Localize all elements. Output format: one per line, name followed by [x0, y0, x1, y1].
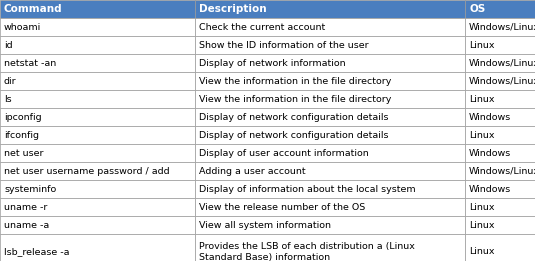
Text: Command: Command — [4, 4, 63, 14]
Bar — [465, 18, 535, 36]
Bar — [195, 54, 465, 72]
Text: View the information in the file directory: View the information in the file directo… — [199, 76, 392, 86]
Bar — [195, 144, 465, 162]
Bar — [465, 108, 535, 126]
Text: Display of network information: Display of network information — [199, 58, 346, 68]
Bar — [465, 54, 535, 72]
Bar — [465, 90, 535, 108]
Text: Provides the LSB of each distribution a (Linux
Standard Base) information: Provides the LSB of each distribution a … — [199, 242, 415, 261]
Bar — [465, 234, 535, 261]
Text: dir: dir — [4, 76, 17, 86]
Text: Windows/Linux: Windows/Linux — [469, 58, 535, 68]
Bar — [0, 90, 195, 108]
Text: Linux: Linux — [469, 221, 494, 229]
Text: View the release number of the OS: View the release number of the OS — [199, 203, 365, 211]
Bar — [0, 216, 195, 234]
Text: Display of network configuration details: Display of network configuration details — [199, 112, 388, 122]
Bar — [0, 180, 195, 198]
Bar — [465, 162, 535, 180]
Text: net user: net user — [4, 149, 43, 157]
Bar — [0, 54, 195, 72]
Bar — [195, 216, 465, 234]
Text: uname -r: uname -r — [4, 203, 48, 211]
Bar — [195, 90, 465, 108]
Bar — [0, 18, 195, 36]
Bar — [195, 36, 465, 54]
Text: Linux: Linux — [469, 40, 494, 50]
Bar — [195, 180, 465, 198]
Bar — [0, 36, 195, 54]
Bar — [465, 0, 535, 18]
Text: ipconfig: ipconfig — [4, 112, 42, 122]
Bar — [0, 72, 195, 90]
Text: Display of information about the local system: Display of information about the local s… — [199, 185, 416, 193]
Text: Windows/Linux: Windows/Linux — [469, 22, 535, 32]
Bar — [0, 0, 195, 18]
Text: Display of user account information: Display of user account information — [199, 149, 369, 157]
Text: ls: ls — [4, 94, 12, 104]
Text: View the information in the file directory: View the information in the file directo… — [199, 94, 392, 104]
Bar — [465, 216, 535, 234]
Text: Display of network configuration details: Display of network configuration details — [199, 130, 388, 139]
Text: OS: OS — [469, 4, 485, 14]
Bar — [465, 198, 535, 216]
Text: Linux: Linux — [469, 247, 494, 257]
Bar — [465, 144, 535, 162]
Bar — [465, 180, 535, 198]
Text: Linux: Linux — [469, 130, 494, 139]
Bar — [195, 72, 465, 90]
Text: Description: Description — [199, 4, 266, 14]
Bar — [195, 108, 465, 126]
Text: Windows/Linux: Windows/Linux — [469, 167, 535, 175]
Bar — [195, 18, 465, 36]
Text: net user username password / add: net user username password / add — [4, 167, 170, 175]
Bar — [195, 234, 465, 261]
Text: systeminfo: systeminfo — [4, 185, 56, 193]
Text: netstat -an: netstat -an — [4, 58, 56, 68]
Text: whoami: whoami — [4, 22, 41, 32]
Text: Windows: Windows — [469, 149, 511, 157]
Text: ifconfig: ifconfig — [4, 130, 39, 139]
Text: uname -a: uname -a — [4, 221, 49, 229]
Bar — [0, 198, 195, 216]
Bar — [0, 144, 195, 162]
Bar — [195, 198, 465, 216]
Text: Linux: Linux — [469, 203, 494, 211]
Bar — [0, 162, 195, 180]
Bar — [195, 0, 465, 18]
Text: Windows: Windows — [469, 185, 511, 193]
Bar — [0, 108, 195, 126]
Text: Adding a user account: Adding a user account — [199, 167, 305, 175]
Bar — [465, 72, 535, 90]
Text: Windows: Windows — [469, 112, 511, 122]
Bar — [0, 234, 195, 261]
Bar — [0, 126, 195, 144]
Bar — [465, 36, 535, 54]
Bar — [195, 126, 465, 144]
Text: lsb_release -a: lsb_release -a — [4, 247, 70, 257]
Text: Show the ID information of the user: Show the ID information of the user — [199, 40, 369, 50]
Bar — [195, 162, 465, 180]
Text: Linux: Linux — [469, 94, 494, 104]
Bar — [465, 126, 535, 144]
Text: View all system information: View all system information — [199, 221, 331, 229]
Text: id: id — [4, 40, 13, 50]
Text: Check the current account: Check the current account — [199, 22, 325, 32]
Text: Windows/Linux: Windows/Linux — [469, 76, 535, 86]
